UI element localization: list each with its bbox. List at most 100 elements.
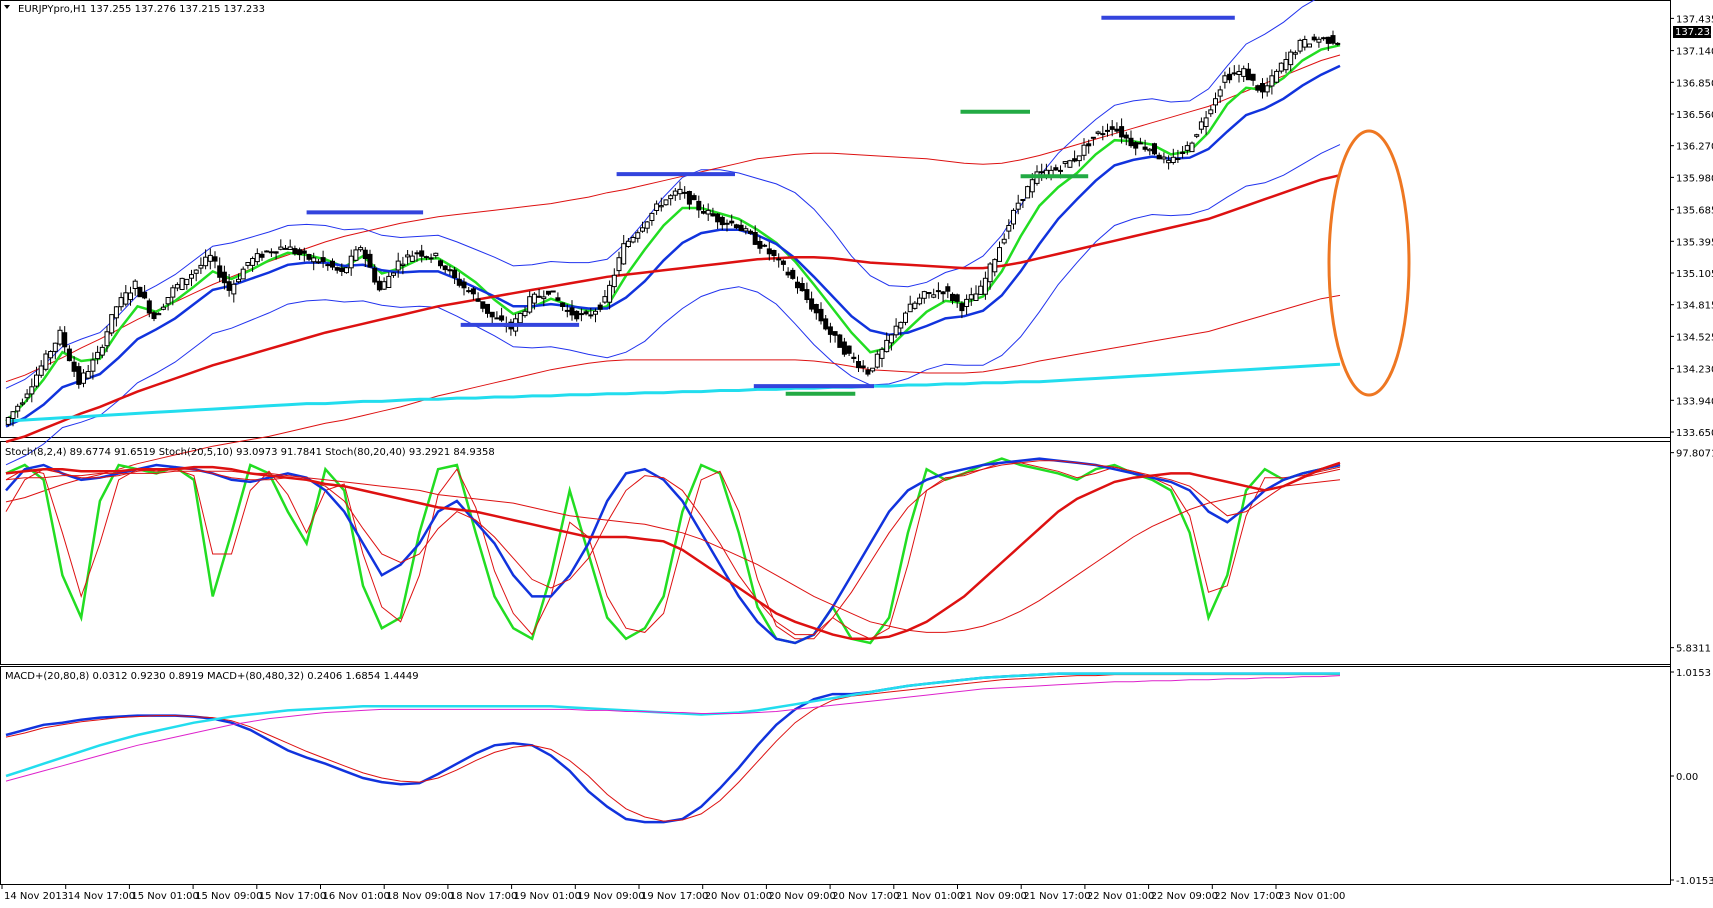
candle-body — [841, 341, 847, 355]
candle-body — [940, 291, 946, 295]
candle-body — [494, 317, 500, 320]
candle-body — [696, 200, 702, 211]
candle-body — [1330, 35, 1336, 44]
stoch-mid-signal-line — [5, 460, 1341, 636]
candle-body — [160, 306, 166, 310]
time-axis-label: 19 Nov 17:00 — [641, 891, 708, 902]
candle-body — [555, 297, 561, 301]
candle-body — [795, 281, 800, 289]
candle-body — [81, 372, 86, 384]
price-axis-tick-label: 135.980 — [1676, 173, 1713, 184]
candle-body — [1213, 98, 1218, 106]
candle-body — [809, 298, 815, 310]
candle-body — [283, 247, 288, 250]
candle-body — [419, 250, 425, 257]
candle-body — [635, 232, 641, 239]
time-axis-label: 22 Nov 01:00 — [1087, 891, 1154, 902]
time-axis-label: 19 Nov 01:00 — [514, 891, 581, 902]
candle-body — [1283, 59, 1289, 71]
time-axis-label: 20 Nov 17:00 — [832, 891, 899, 902]
candle-body — [719, 216, 725, 226]
collapse-triangle-icon[interactable] — [4, 5, 10, 9]
candle-body — [203, 256, 209, 267]
candle-body — [1311, 36, 1317, 41]
candle-body — [536, 295, 542, 298]
candle-body — [395, 260, 401, 271]
candle-body — [799, 283, 805, 292]
candle-body — [917, 297, 923, 305]
candle-body — [1245, 68, 1251, 81]
candle-body — [602, 296, 608, 303]
candle-body — [992, 259, 998, 273]
candle-body — [715, 213, 721, 223]
candle-body — [1001, 238, 1007, 244]
candle-body — [1255, 85, 1261, 91]
candle-body — [804, 289, 810, 301]
candle-body — [442, 265, 448, 271]
candle-body — [1029, 179, 1035, 193]
candle-body — [968, 294, 974, 300]
candle-body — [245, 262, 251, 266]
candle-body — [95, 351, 101, 360]
candle-body — [682, 191, 688, 194]
stoch-axis-tick-label: 97.8071 — [1676, 449, 1713, 460]
candle-body — [686, 191, 692, 205]
candle-body — [644, 221, 650, 229]
candle-body — [226, 281, 232, 291]
candle-body — [870, 367, 876, 372]
candle-body — [1006, 225, 1012, 232]
candle-body — [658, 205, 664, 208]
candle-body — [560, 302, 566, 307]
candle-body — [1015, 202, 1021, 210]
candle-body — [1067, 160, 1073, 168]
bb-inner-upper — [5, 0, 1316, 389]
candle-body — [113, 306, 119, 319]
macd-panel-title: MACD+(20,80,8) 0.0312 0.9230 0.8919 MACD… — [5, 671, 419, 682]
bb-outer-lower — [5, 294, 1341, 503]
candle-body — [212, 256, 218, 262]
highlight-ellipse[interactable] — [1327, 129, 1411, 397]
candle-body — [217, 265, 223, 278]
candle-body — [344, 267, 349, 274]
candle-body — [931, 294, 937, 298]
candle-body — [475, 298, 481, 302]
candle-body — [1062, 161, 1068, 164]
stoch-slow-main-line — [5, 461, 1341, 641]
price-panel-title: EURJPYpro,H1 137.255 137.276 137.215 137… — [18, 4, 265, 15]
candle-body — [1072, 158, 1078, 162]
candle-body — [1302, 39, 1308, 48]
candle-body — [1114, 128, 1120, 132]
time-axis-label: 14 Nov 17:00 — [68, 891, 135, 902]
price-axis-tick-label: 135.685 — [1676, 206, 1713, 217]
candle-body — [701, 211, 706, 214]
candle-body — [170, 287, 176, 298]
candle-body — [268, 251, 274, 254]
candle-body — [250, 258, 256, 266]
candle-body — [654, 203, 660, 211]
candle-body — [353, 249, 359, 261]
candle-body — [1194, 134, 1200, 137]
candle-body — [1241, 68, 1247, 77]
candle-body — [386, 275, 392, 288]
candle-body — [865, 369, 871, 375]
candle-body — [546, 290, 551, 295]
candle-body — [254, 253, 260, 263]
candle-body — [1269, 75, 1275, 87]
candle-body — [851, 356, 857, 359]
time-axis-label: 15 Nov 09:00 — [195, 891, 262, 902]
candle-body — [1180, 151, 1186, 154]
price-axis-tick-label: 135.105 — [1676, 269, 1713, 280]
time-axis-label: 18 Nov 17:00 — [450, 891, 517, 902]
candle-body — [452, 269, 458, 279]
candle-body — [297, 249, 303, 255]
candle-body — [179, 277, 185, 290]
candle-body — [1123, 134, 1129, 139]
candle-body — [950, 293, 955, 301]
candle-body — [142, 291, 148, 299]
candle-body — [137, 286, 143, 298]
stoch-axis-tick-label: 5.8311 — [1676, 644, 1711, 655]
candle-body — [733, 224, 739, 229]
price-axis-tick-label: 136.560 — [1676, 110, 1713, 121]
sma-slow-line — [5, 173, 1341, 444]
